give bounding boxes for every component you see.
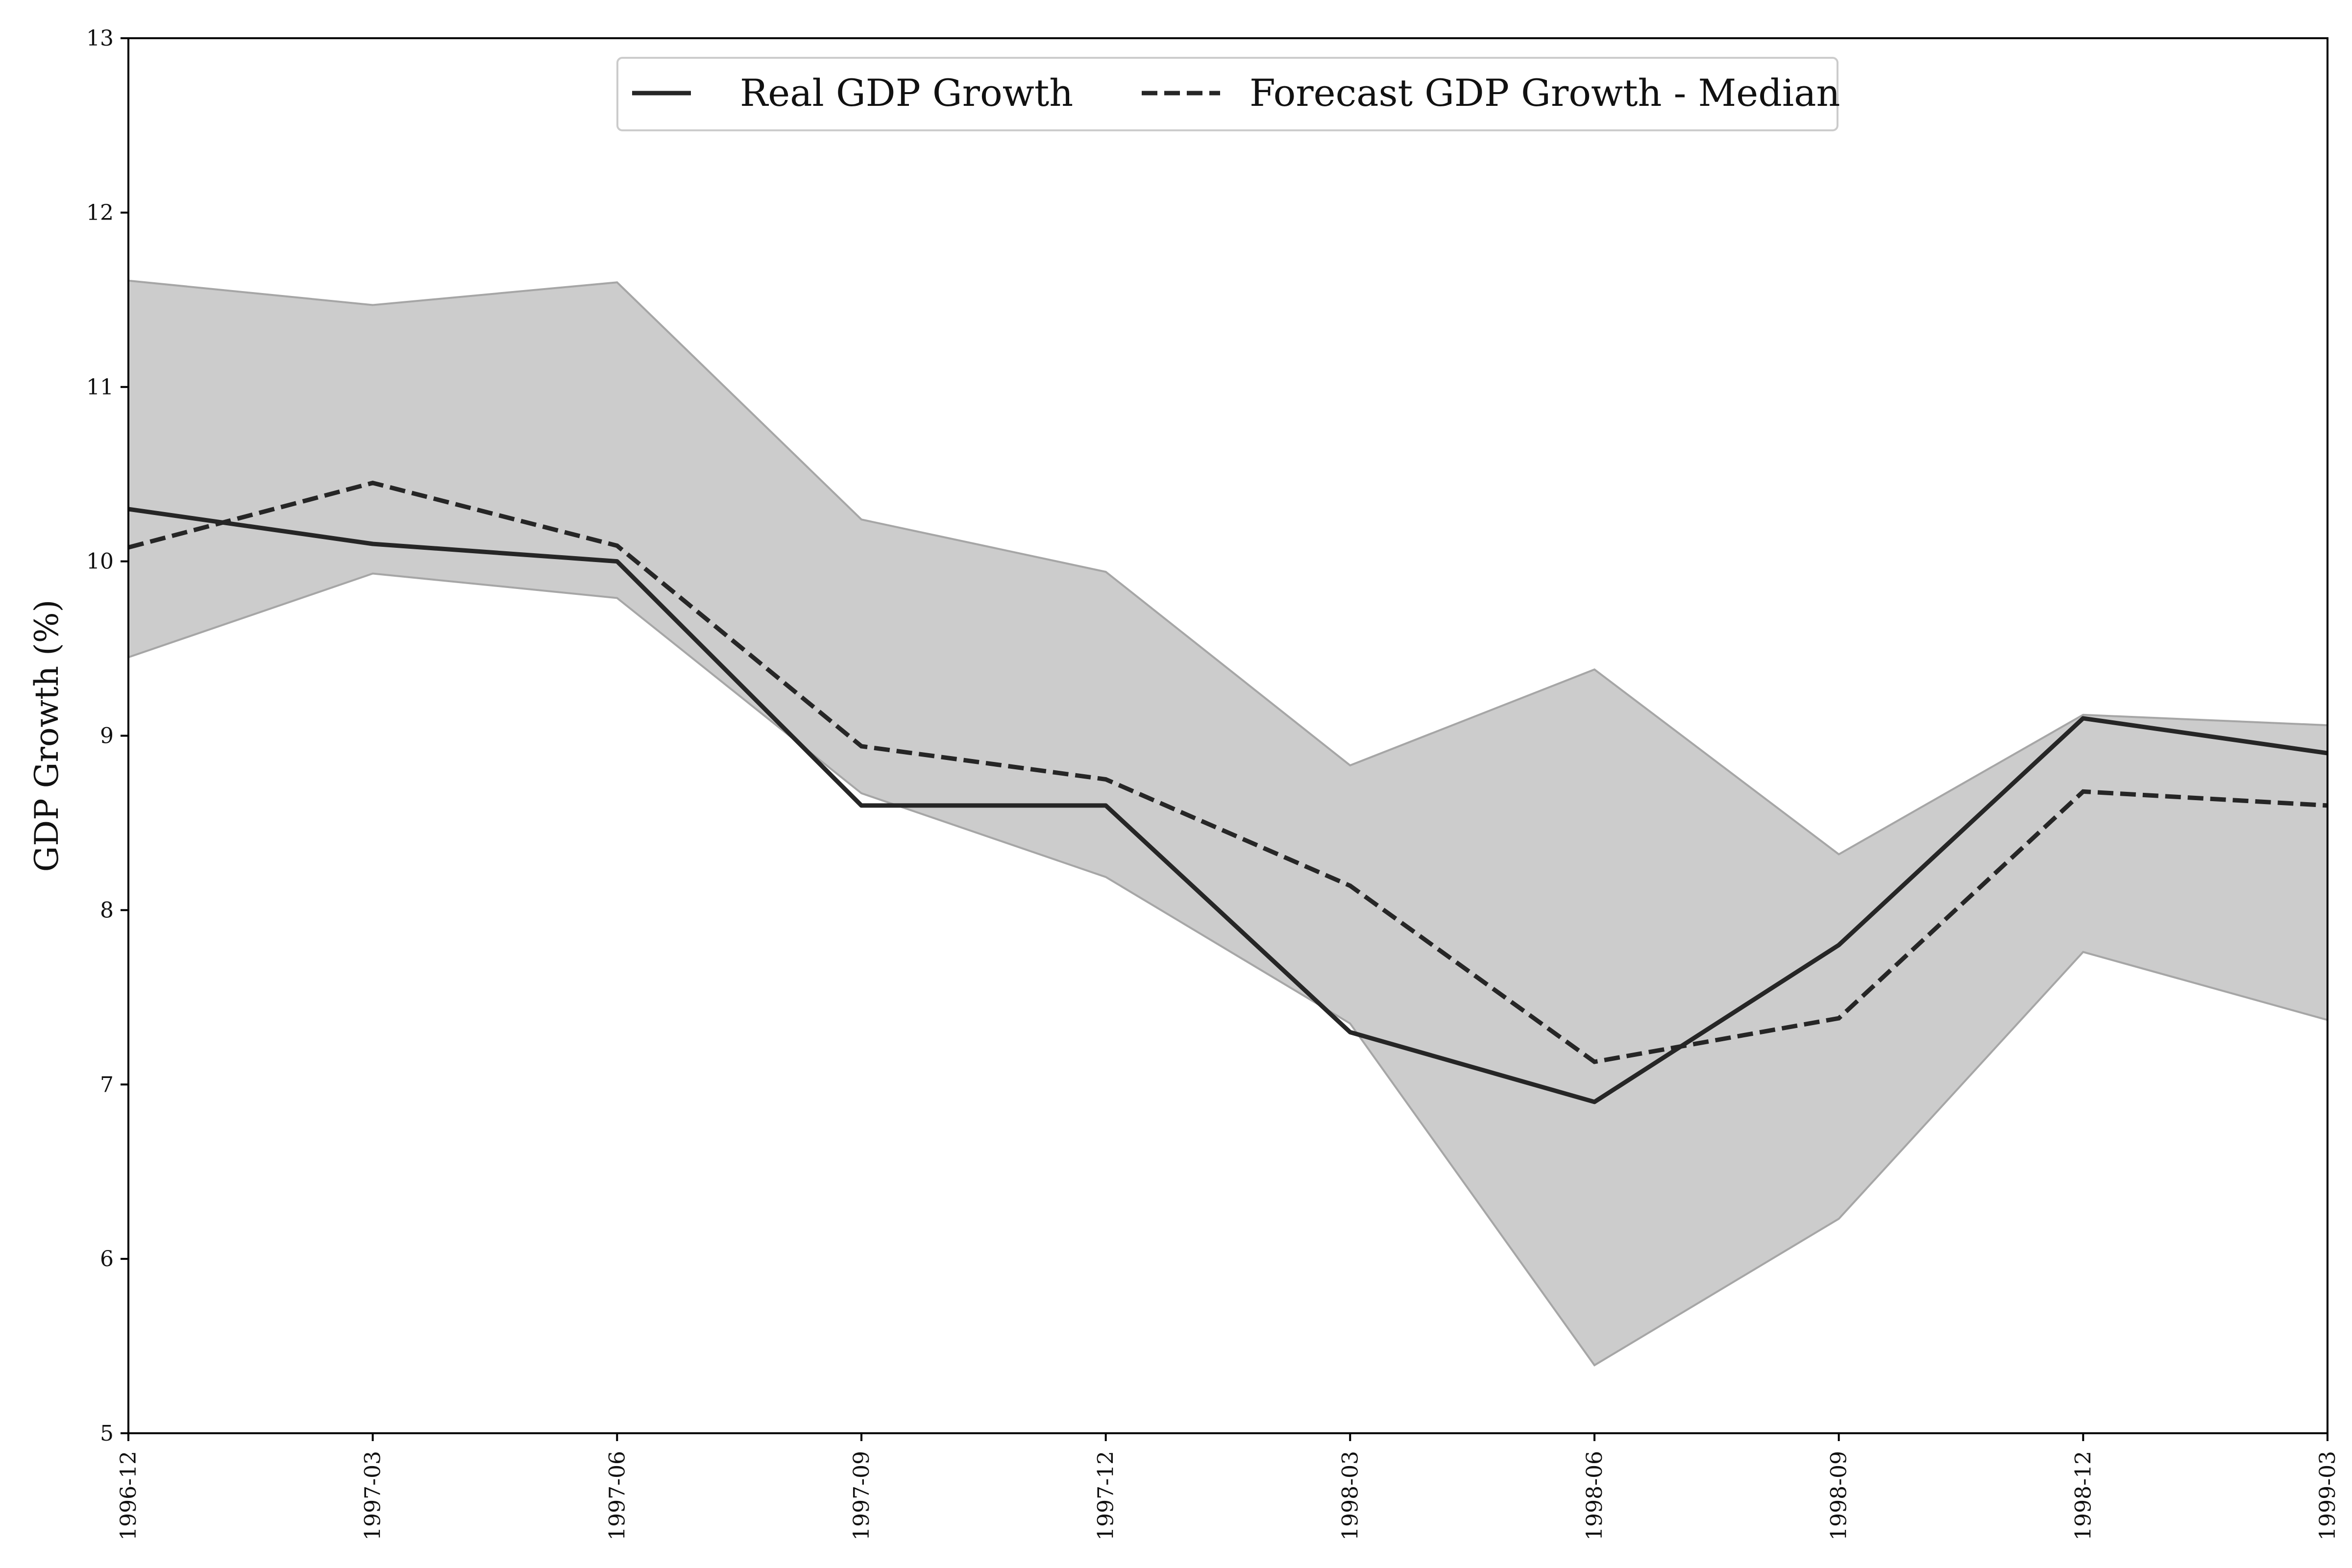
y-tick-label: 5 (100, 1421, 114, 1446)
y-tick-label: 11 (86, 375, 114, 400)
x-tick-label: 1997-03 (361, 1451, 386, 1541)
series-lines (127, 480, 2328, 1104)
x-tick-label: 1998-03 (1338, 1451, 1363, 1541)
y-tick-label: 9 (100, 724, 114, 749)
forecast-median-line (127, 480, 2328, 1064)
y-axis-title: GDP Growth (%) (28, 600, 66, 872)
x-tick-label: 1997-06 (605, 1451, 630, 1541)
legend-entry-real-label: Real GDP Growth (740, 71, 1073, 115)
y-tick-label: 8 (100, 898, 114, 923)
x-axis: 1996-12 1997-03 1997-06 1997-09 1997-12 1998-… (116, 1433, 2340, 1541)
y-tick-label: 7 (100, 1072, 114, 1097)
x-tick-label: 1997-09 (849, 1451, 874, 1541)
x-tick-label: 1999-03 (2315, 1451, 2340, 1541)
x-tick-label: 1997-12 (1094, 1451, 1119, 1541)
forecast-range-band (128, 279, 2328, 1367)
x-tick-label: 1998-12 (2071, 1451, 2096, 1541)
band-area (128, 280, 2328, 1366)
x-tick-label: 1996-12 (116, 1451, 141, 1541)
x-tick-label: 1998-09 (1827, 1451, 1852, 1541)
legend-box (616, 57, 1838, 131)
y-tick-label: 6 (100, 1247, 114, 1272)
band-upper-edge (128, 279, 2328, 856)
real-gdp-line (128, 507, 2328, 1104)
legend: Real GDP Growth Forecast GDP Growth - Med… (616, 57, 1840, 131)
y-tick-label: 10 (86, 549, 114, 574)
legend-entry-forecast-label: Forecast GDP Growth - Median (1250, 71, 1840, 115)
x-tick-label: 1998-06 (1582, 1451, 1607, 1541)
band-lower-edge (128, 572, 2328, 1367)
y-tick-label: 13 (86, 26, 114, 51)
y-axis: 5 6 7 8 9 10 11 12 13 (86, 26, 128, 1446)
y-tick-label: 12 (86, 200, 114, 225)
